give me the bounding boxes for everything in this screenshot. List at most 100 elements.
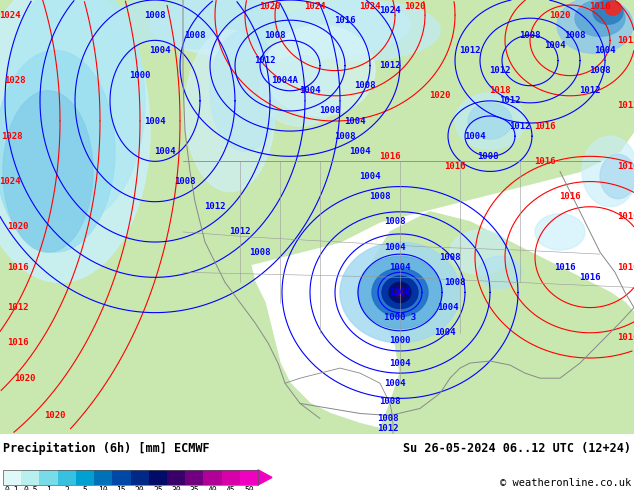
Text: 1004: 1004 — [349, 147, 371, 156]
Bar — [240, 470, 258, 485]
Text: 1008: 1008 — [477, 152, 499, 161]
Ellipse shape — [0, 50, 115, 252]
Ellipse shape — [450, 230, 510, 274]
Text: 1008: 1008 — [249, 247, 271, 257]
Ellipse shape — [265, 25, 375, 116]
Text: 1008: 1008 — [145, 11, 165, 20]
Bar — [149, 470, 167, 485]
Text: 1004A: 1004A — [271, 76, 299, 85]
Text: 1016: 1016 — [618, 263, 634, 272]
Text: 1016: 1016 — [589, 1, 611, 11]
Ellipse shape — [260, 55, 340, 126]
Text: 1008: 1008 — [444, 278, 466, 287]
Text: 1012: 1012 — [254, 56, 276, 65]
Text: 1008: 1008 — [174, 177, 196, 186]
Text: 1018: 1018 — [489, 86, 511, 95]
Ellipse shape — [389, 282, 411, 302]
Ellipse shape — [397, 290, 403, 295]
Text: 1004: 1004 — [359, 172, 381, 181]
Text: 1008: 1008 — [379, 397, 401, 406]
Ellipse shape — [185, 30, 275, 192]
Text: 1016: 1016 — [579, 273, 601, 282]
Ellipse shape — [455, 93, 525, 149]
Text: 20: 20 — [135, 486, 145, 490]
Text: Su 26-05-2024 06..12 UTC (12+24): Su 26-05-2024 06..12 UTC (12+24) — [403, 441, 631, 455]
Text: 1020: 1020 — [549, 11, 571, 20]
Text: 45: 45 — [226, 486, 236, 490]
Text: 1004: 1004 — [389, 359, 411, 368]
Text: 1004: 1004 — [464, 132, 486, 141]
Ellipse shape — [557, 0, 633, 53]
Ellipse shape — [535, 214, 585, 250]
Text: 1004: 1004 — [544, 41, 566, 50]
Ellipse shape — [468, 103, 512, 139]
Text: 1024: 1024 — [0, 177, 21, 186]
Ellipse shape — [372, 268, 428, 317]
Text: 1016: 1016 — [554, 263, 576, 272]
Text: 1024: 1024 — [379, 5, 401, 15]
Text: 1000: 1000 — [389, 336, 411, 345]
Ellipse shape — [593, 0, 623, 24]
Ellipse shape — [478, 256, 522, 289]
Text: 1012: 1012 — [489, 66, 511, 75]
Ellipse shape — [605, 1, 621, 15]
Text: 1016: 1016 — [7, 263, 29, 272]
Text: 2: 2 — [64, 486, 69, 490]
Bar — [3, 470, 258, 485]
Text: 1016: 1016 — [444, 162, 466, 171]
Bar — [58, 470, 76, 485]
Ellipse shape — [575, 0, 625, 36]
Bar — [76, 470, 94, 485]
Text: 1008: 1008 — [389, 288, 411, 297]
Bar — [94, 470, 113, 485]
Text: 1016: 1016 — [618, 162, 634, 171]
Bar — [167, 470, 185, 485]
Ellipse shape — [150, 0, 410, 60]
Text: 1028: 1028 — [1, 132, 23, 141]
Text: 1020: 1020 — [44, 411, 66, 420]
Text: 10: 10 — [98, 486, 108, 490]
Text: 1004: 1004 — [149, 46, 171, 55]
Text: 1004: 1004 — [384, 379, 406, 388]
Text: 40: 40 — [207, 486, 217, 490]
Text: 1004: 1004 — [594, 46, 616, 55]
Text: 1016: 1016 — [618, 333, 634, 343]
Text: 1024: 1024 — [0, 11, 21, 20]
Text: 1004: 1004 — [344, 117, 366, 125]
Ellipse shape — [394, 287, 406, 298]
Text: 1024: 1024 — [359, 1, 381, 11]
Text: 1020: 1020 — [7, 222, 29, 231]
Text: 1008: 1008 — [589, 66, 611, 75]
Text: 1000: 1000 — [129, 71, 151, 80]
Text: 5: 5 — [82, 486, 87, 490]
Text: 1008: 1008 — [564, 31, 586, 40]
Text: 1004: 1004 — [389, 263, 411, 272]
Polygon shape — [0, 0, 634, 434]
Text: 1008: 1008 — [354, 81, 376, 90]
Text: 1012: 1012 — [499, 97, 521, 105]
Ellipse shape — [5, 0, 145, 222]
Text: 1008: 1008 — [264, 31, 286, 40]
Text: 1028: 1028 — [4, 76, 26, 85]
Text: 1016: 1016 — [618, 212, 634, 221]
Text: 1012: 1012 — [509, 122, 531, 130]
Text: 25: 25 — [153, 486, 163, 490]
Bar — [21, 470, 40, 485]
Text: 1012: 1012 — [379, 61, 401, 70]
Text: 1012: 1012 — [579, 86, 601, 95]
Text: 0.5: 0.5 — [23, 486, 37, 490]
Text: 1012: 1012 — [230, 227, 251, 237]
Ellipse shape — [382, 276, 418, 309]
Text: 1008: 1008 — [377, 414, 399, 423]
Text: 1004: 1004 — [437, 303, 459, 312]
Text: 1020: 1020 — [259, 1, 281, 11]
Polygon shape — [168, 0, 634, 434]
Text: 1020: 1020 — [404, 1, 426, 11]
Text: 1016: 1016 — [379, 152, 401, 161]
Text: 15: 15 — [117, 486, 126, 490]
Text: 1020: 1020 — [429, 91, 451, 100]
Bar — [39, 470, 58, 485]
Text: 1012: 1012 — [377, 424, 399, 433]
Text: 1012: 1012 — [204, 202, 226, 211]
Ellipse shape — [3, 91, 93, 252]
